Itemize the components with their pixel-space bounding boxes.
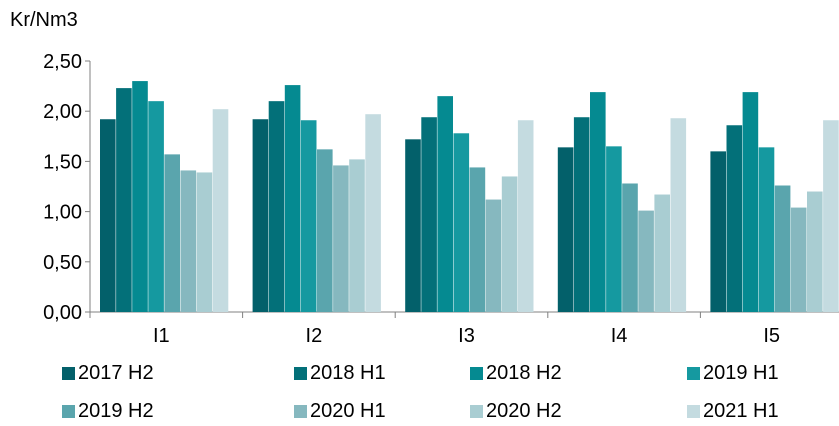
bar	[300, 120, 317, 313]
bar	[742, 92, 759, 313]
y-tick-label: 1,50	[43, 151, 82, 173]
legend-swatch	[687, 404, 700, 418]
bar	[469, 167, 486, 312]
bar	[405, 139, 421, 312]
bar	[622, 183, 638, 312]
y-tick-label: 2,00	[43, 101, 82, 123]
legend-label: 2018 H1	[310, 361, 386, 384]
bar	[758, 147, 775, 312]
bar	[164, 154, 180, 312]
bar	[710, 151, 726, 312]
bar	[654, 194, 670, 312]
bar	[252, 119, 269, 313]
bar	[823, 120, 839, 313]
bar	[180, 170, 197, 312]
y-tick-label: 0,50	[43, 252, 82, 274]
y-tick-label: 2,50	[43, 51, 82, 73]
bar	[573, 117, 590, 312]
bar	[790, 207, 807, 312]
legend-item: 2018 H2	[470, 358, 562, 388]
bar	[421, 117, 437, 312]
bar	[726, 125, 743, 312]
legend-label: 2020 H2	[486, 399, 562, 422]
legend-item: 2021 H1	[687, 396, 779, 426]
bar	[317, 149, 333, 312]
x-tick-label: I4	[611, 325, 628, 347]
legend-item: 2020 H2	[470, 396, 562, 426]
legend-label: 2019 H1	[703, 361, 779, 384]
bar	[212, 109, 229, 312]
bar	[365, 114, 381, 312]
y-axis: 0,00 0,50 1,00 1,50 2,00 2,50	[43, 51, 91, 324]
bars	[100, 81, 839, 313]
bar	[774, 185, 791, 312]
bar	[132, 81, 148, 312]
legend-item: 2019 H2	[62, 396, 154, 426]
y-tick-label: 1,00	[43, 202, 82, 224]
bar	[349, 159, 365, 312]
x-tick-label: I1	[153, 325, 170, 347]
legend-swatch	[470, 366, 483, 380]
legend-swatch	[687, 366, 700, 380]
legend-label: 2019 H2	[78, 399, 154, 422]
bar	[453, 133, 470, 312]
y-axis-label: Kr/Nm3	[10, 9, 78, 31]
bar	[196, 172, 213, 312]
bar	[807, 191, 823, 312]
legend-label: 2018 H2	[486, 361, 562, 384]
legend-swatch	[62, 366, 75, 380]
legend-item: 2019 H1	[687, 358, 779, 388]
bar	[284, 85, 301, 312]
legend-swatch	[294, 366, 307, 380]
y-tick-label: 0,00	[43, 302, 82, 324]
legend-swatch	[62, 404, 75, 418]
legend-label: 2017 H2	[78, 361, 154, 384]
x-axis: I1 I2 I3 I4 I5	[89, 311, 839, 347]
legend-label: 2021 H1	[703, 399, 779, 422]
x-tick-label: I3	[458, 325, 475, 347]
bar	[638, 210, 654, 312]
legend-label: 2020 H1	[310, 399, 386, 422]
bar	[148, 101, 164, 312]
legend-swatch	[294, 404, 307, 418]
bar	[437, 96, 453, 312]
bar	[517, 120, 534, 313]
bar	[268, 101, 285, 312]
bar	[100, 119, 116, 313]
bar	[116, 88, 132, 312]
legend-item: 2020 H1	[294, 396, 386, 426]
bar	[606, 146, 622, 312]
legend-swatch	[470, 404, 483, 418]
legend-item: 2017 H2	[62, 358, 154, 388]
x-tick-label: I5	[763, 325, 780, 347]
bar	[333, 165, 349, 312]
bar	[590, 92, 606, 313]
bar	[557, 147, 574, 312]
x-tick-label: I2	[306, 325, 323, 347]
bar	[501, 176, 518, 312]
legend-item: 2018 H1	[294, 358, 386, 388]
bar	[485, 199, 502, 312]
bar	[670, 118, 687, 312]
